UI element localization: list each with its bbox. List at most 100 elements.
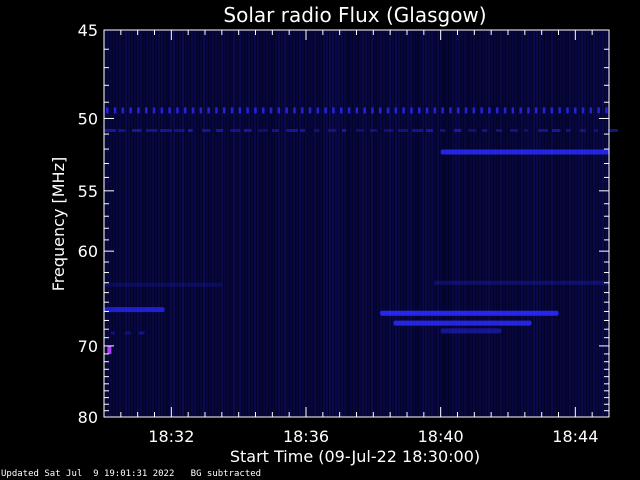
noise-stripe bbox=[425, 30, 427, 417]
signal-feature bbox=[316, 107, 320, 114]
signal-feature bbox=[324, 107, 327, 114]
noise-stripe bbox=[182, 30, 184, 417]
noise-stripe bbox=[290, 30, 292, 417]
x-tick-label: 18:40 bbox=[418, 427, 464, 446]
signal-feature bbox=[258, 128, 268, 132]
noise-stripe bbox=[221, 30, 223, 417]
noise-stripe bbox=[563, 30, 565, 417]
noise-stripe bbox=[500, 30, 502, 417]
signal-feature bbox=[113, 107, 117, 114]
noise-stripe bbox=[389, 30, 391, 417]
signal-feature bbox=[254, 107, 257, 114]
noise-stripe bbox=[560, 30, 562, 417]
noise-stripe bbox=[317, 30, 319, 417]
noise-stripe bbox=[413, 30, 415, 417]
signal-feature bbox=[580, 128, 586, 132]
noise-stripe bbox=[131, 30, 133, 417]
signal-feature bbox=[160, 128, 172, 132]
noise-stripe bbox=[212, 30, 214, 417]
signal-feature bbox=[238, 107, 242, 114]
noise-stripe bbox=[458, 30, 460, 417]
signal-feature bbox=[441, 107, 444, 114]
signal-feature bbox=[394, 107, 398, 114]
noise-stripe bbox=[296, 30, 298, 417]
noise-stripe bbox=[593, 30, 595, 417]
noise-stripe bbox=[263, 30, 265, 417]
noise-stripe bbox=[125, 30, 127, 417]
noise-stripe bbox=[494, 30, 496, 417]
noise-stripe bbox=[512, 30, 514, 417]
noise-stripe bbox=[173, 30, 175, 417]
noise-stripe bbox=[266, 30, 268, 417]
signal-feature bbox=[542, 107, 546, 114]
y-axis-label: Frequency [MHz] bbox=[49, 157, 68, 291]
noise-stripe bbox=[422, 30, 424, 417]
noise-stripe bbox=[341, 30, 343, 417]
signal-feature bbox=[589, 107, 593, 114]
noise-stripe bbox=[566, 30, 568, 417]
noise-stripe bbox=[305, 30, 307, 417]
noise-stripe bbox=[605, 30, 607, 417]
y-tick-label: 80 bbox=[78, 408, 98, 427]
signal-feature bbox=[106, 107, 109, 114]
noise-stripe bbox=[539, 30, 541, 417]
noise-stripe bbox=[233, 30, 235, 417]
noise-stripe bbox=[443, 30, 445, 417]
signal-feature bbox=[230, 107, 234, 114]
signal-feature bbox=[301, 107, 304, 114]
noise-stripe bbox=[464, 30, 466, 417]
y-tick-label: 45 bbox=[78, 21, 98, 40]
signal-feature bbox=[384, 128, 394, 132]
signal-feature bbox=[425, 107, 429, 114]
noise-stripe bbox=[278, 30, 280, 417]
noise-stripe bbox=[578, 30, 580, 417]
signal-feature bbox=[566, 128, 571, 132]
signal-feature bbox=[104, 128, 116, 132]
noise-stripe bbox=[359, 30, 361, 417]
noise-stripe bbox=[365, 30, 367, 417]
noise-stripe bbox=[383, 30, 385, 417]
signal-feature bbox=[129, 107, 132, 114]
x-tick-label: 18:32 bbox=[148, 427, 194, 446]
signal-feature bbox=[215, 107, 218, 114]
signal-feature bbox=[216, 128, 224, 132]
noise-stripe bbox=[335, 30, 337, 417]
noise-stripe bbox=[506, 30, 508, 417]
noise-stripe bbox=[581, 30, 583, 417]
noise-stripe bbox=[398, 30, 400, 417]
x-tick-label: 18:44 bbox=[552, 427, 598, 446]
signal-feature bbox=[535, 107, 538, 114]
signal-feature bbox=[449, 107, 452, 114]
noise-stripe bbox=[191, 30, 193, 417]
noise-stripe bbox=[518, 30, 520, 417]
noise-stripe bbox=[554, 30, 556, 417]
signal-feature bbox=[121, 107, 125, 114]
noise-stripe bbox=[515, 30, 517, 417]
noise-stripe bbox=[542, 30, 544, 417]
signal-feature bbox=[433, 280, 609, 285]
signal-feature bbox=[380, 310, 559, 316]
noise-stripe bbox=[470, 30, 472, 417]
noise-stripe bbox=[308, 30, 310, 417]
signal-feature bbox=[277, 107, 281, 114]
signal-feature bbox=[566, 107, 569, 114]
noise-stripe bbox=[350, 30, 352, 417]
noise-stripe bbox=[386, 30, 388, 417]
signal-feature bbox=[347, 107, 351, 114]
signal-feature bbox=[440, 328, 502, 334]
signal-feature bbox=[118, 128, 126, 132]
signal-feature bbox=[184, 107, 187, 114]
noise-stripe bbox=[251, 30, 253, 417]
noise-stripe bbox=[239, 30, 241, 417]
signal-feature bbox=[480, 107, 483, 114]
noise-stripe bbox=[545, 30, 547, 417]
noise-stripe bbox=[455, 30, 457, 417]
noise-stripe bbox=[323, 30, 325, 417]
noise-stripe bbox=[404, 30, 406, 417]
noise-stripe bbox=[476, 30, 478, 417]
signal-feature bbox=[174, 128, 185, 132]
signal-feature bbox=[168, 107, 171, 114]
noise-stripe bbox=[302, 30, 304, 417]
signal-feature bbox=[188, 128, 193, 132]
signal-feature bbox=[488, 107, 491, 114]
